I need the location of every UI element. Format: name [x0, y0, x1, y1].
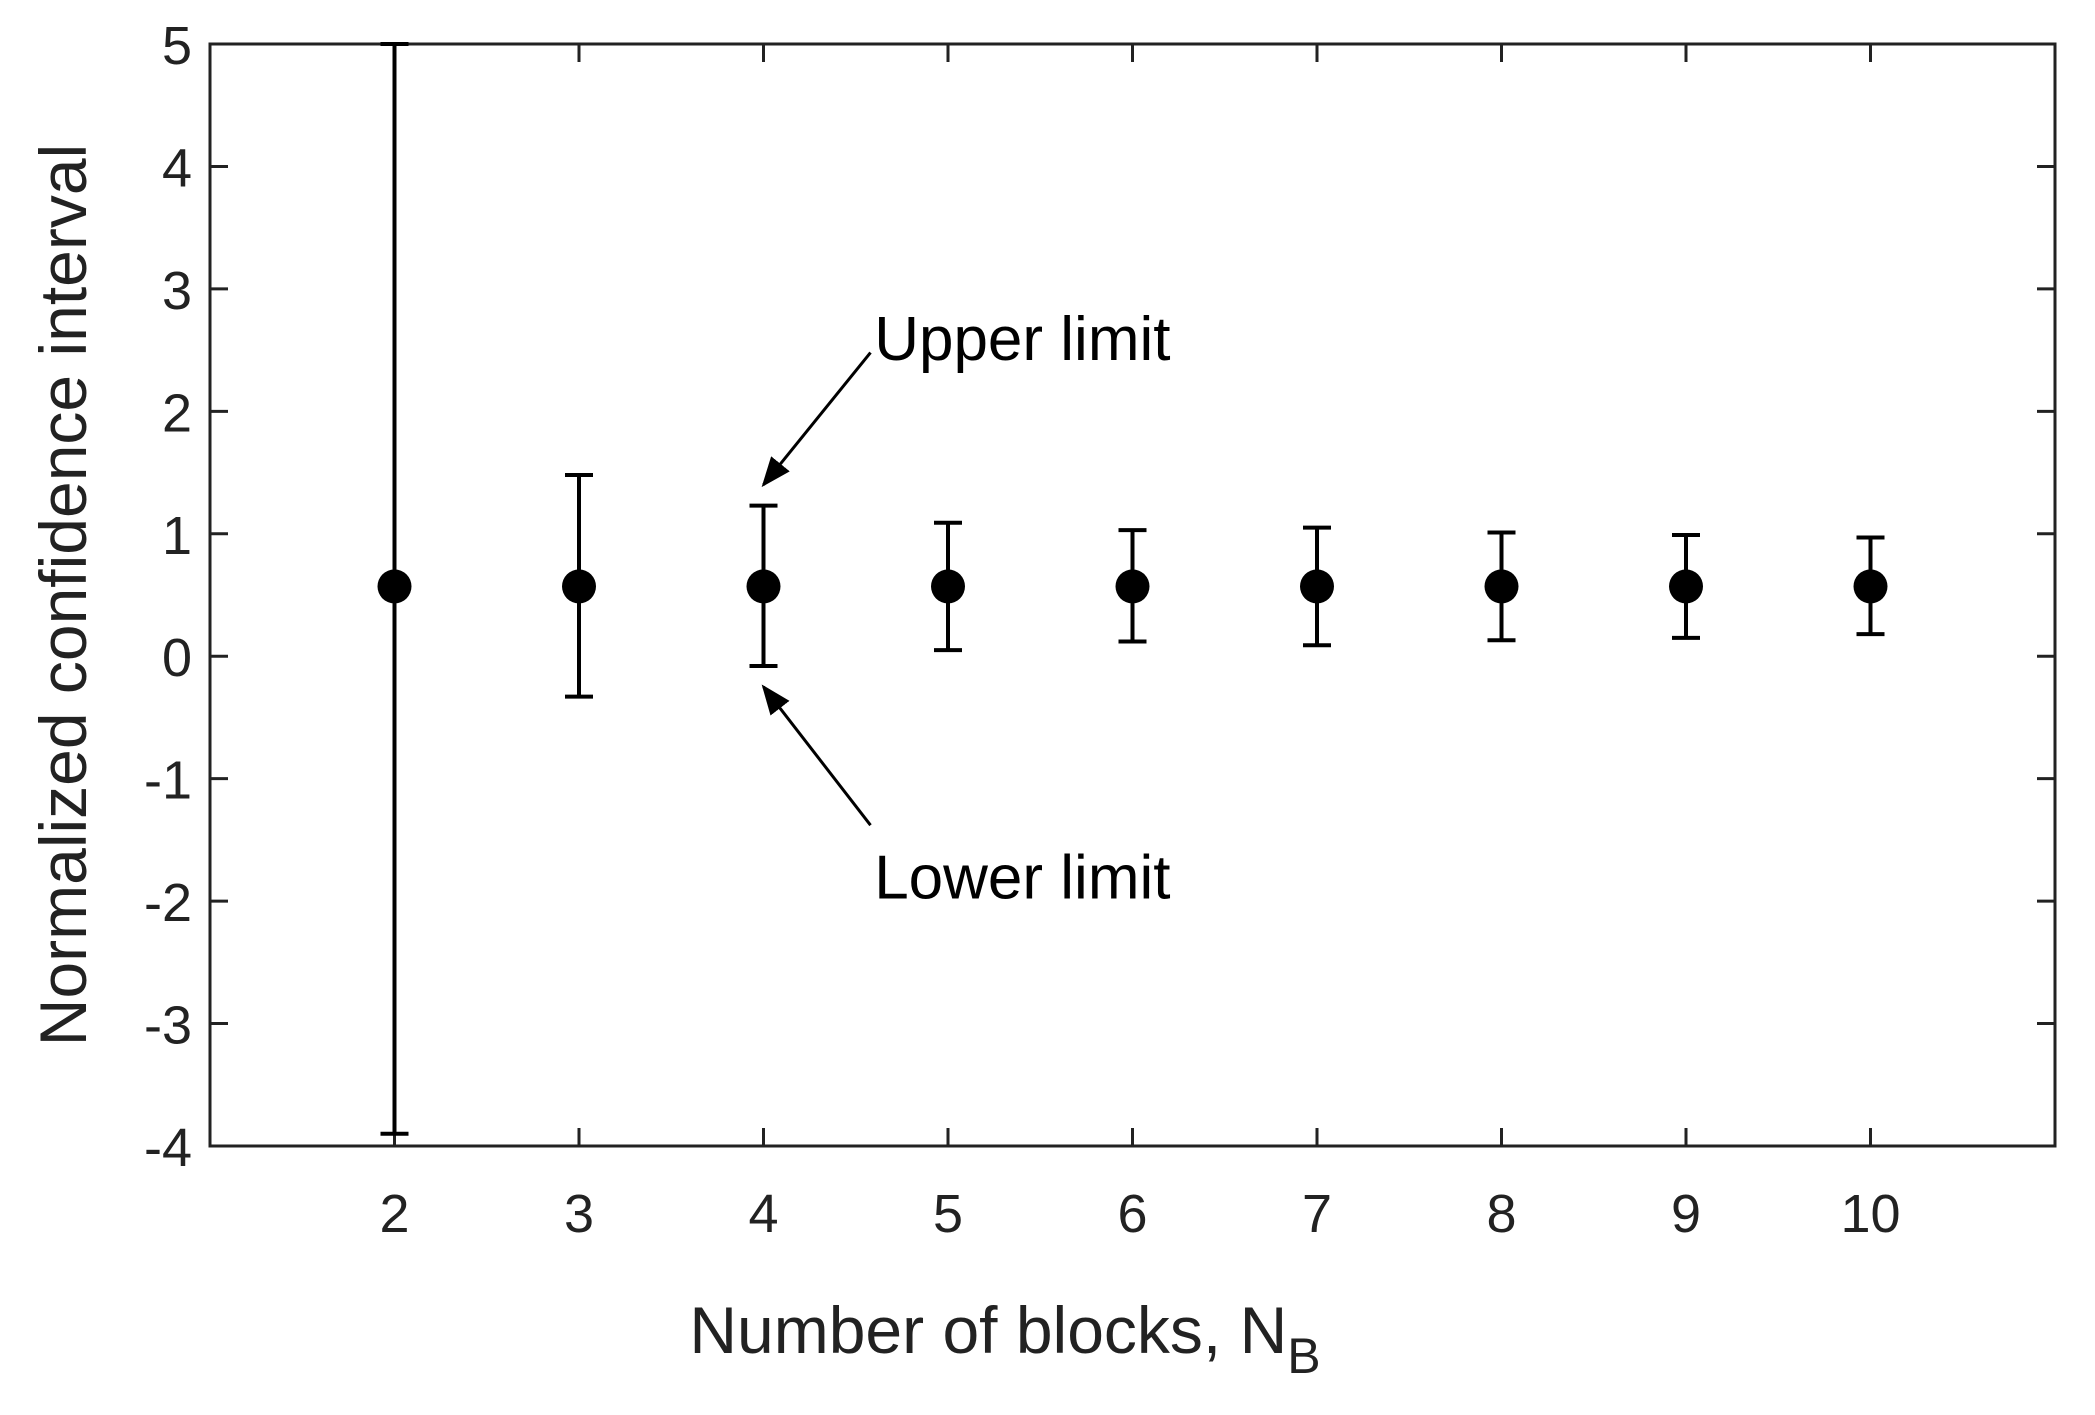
data-point [1669, 569, 1703, 604]
data-point [931, 569, 965, 604]
x-tick-label: 3 [564, 1184, 594, 1244]
x-tick-label: 10 [1840, 1184, 1900, 1244]
y-tick-label: 5 [162, 16, 192, 76]
y-tick-label: 2 [162, 383, 192, 443]
y-tick-label: 4 [162, 138, 192, 198]
data-point [1300, 569, 1334, 604]
x-tick-label: 7 [1302, 1184, 1332, 1244]
x-tick-label: 2 [379, 1184, 409, 1244]
x-axis-ticks: 2 3 4 5 6 7 8 9 10 [379, 44, 1901, 1244]
x-tick-label: 9 [1671, 1184, 1701, 1244]
x-tick-label: 5 [933, 1184, 963, 1244]
data-markers [377, 569, 1888, 604]
y-tick-label: -3 [144, 996, 192, 1056]
y-tick-label: -2 [144, 873, 192, 933]
y-tick-label: -4 [144, 1118, 192, 1178]
x-tick-label: 4 [748, 1184, 778, 1244]
data-point [746, 569, 781, 604]
data-point [1484, 569, 1519, 604]
annotation-text: Upper limit [874, 305, 1170, 374]
x-tick-label: 6 [1117, 1184, 1147, 1244]
data-point [1115, 569, 1150, 604]
data-point [1853, 569, 1888, 604]
x-axis-label: Number of blocks, NB [689, 1293, 1320, 1384]
y-axis-ticks: -4 -3 -2 -1 0 1 2 3 4 5 [144, 16, 2055, 1178]
x-axis-label-subscript: B [1287, 1328, 1320, 1384]
data-point [377, 569, 412, 604]
annotation-arrow [761, 351, 872, 488]
annotation-arrow [761, 684, 872, 827]
annotation-text: Lower limit [874, 844, 1170, 913]
y-tick-label: 3 [162, 261, 192, 321]
y-tick-label: -1 [144, 751, 192, 811]
x-axis-label-main: Number of blocks, N [689, 1293, 1287, 1367]
y-tick-label: 1 [162, 506, 192, 566]
y-axis-label: Normalized confidence interval [26, 144, 100, 1046]
annotations: Upper limit Lower limit [761, 305, 1170, 913]
data-point [562, 569, 596, 604]
x-tick-label: 8 [1486, 1184, 1516, 1244]
y-tick-label: 0 [162, 628, 192, 688]
